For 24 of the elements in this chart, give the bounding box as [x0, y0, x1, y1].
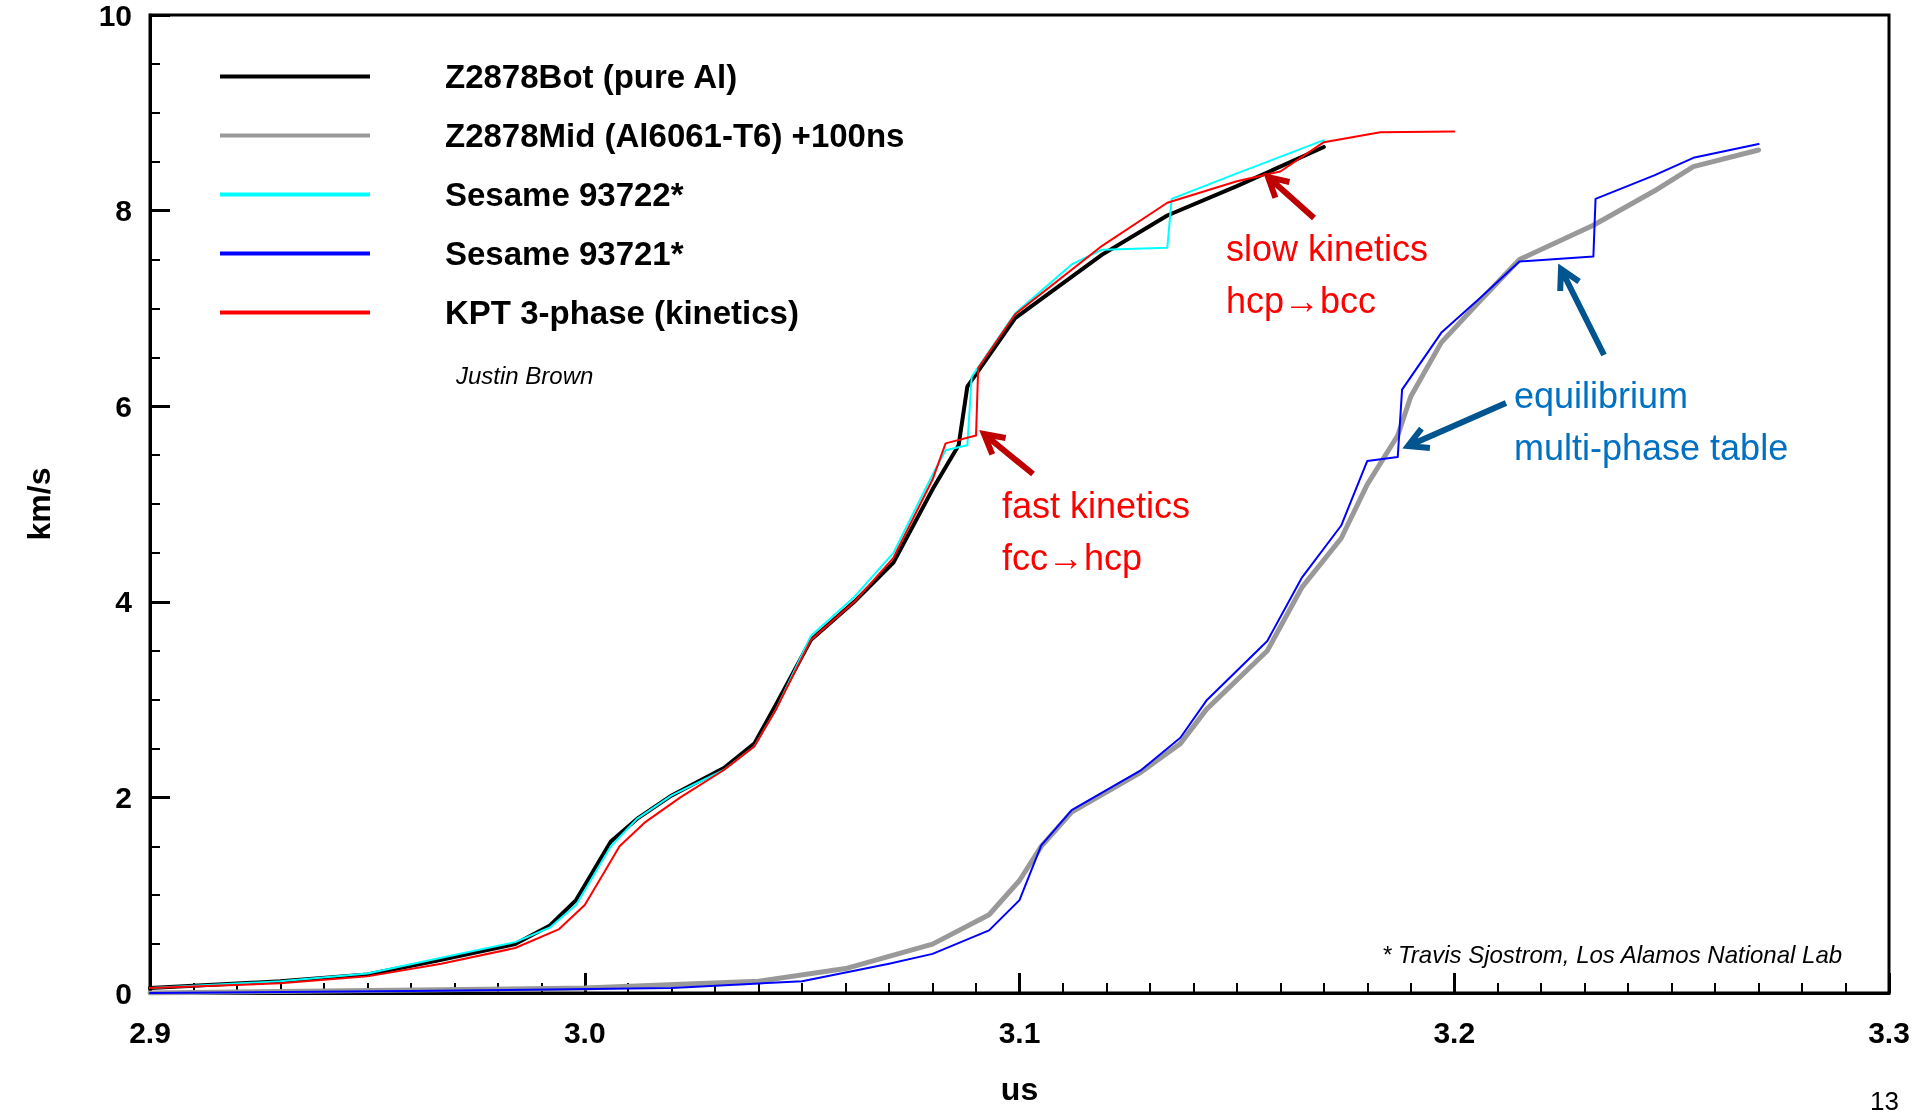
- y-tick-label: 10: [98, 0, 132, 32]
- annotation: fast kinetics fcc→hcp: [1002, 484, 1191, 578]
- annotation: * Travis Sjostrom, Los Alamos National Lab: [1381, 941, 1843, 968]
- x-tick-label: 2.9: [129, 1015, 171, 1049]
- legend-label: Sesame 93721*: [445, 235, 684, 272]
- x-tick-label: 3.0: [563, 1015, 606, 1049]
- y-tick-label: 8: [115, 194, 132, 228]
- y-axis-title: km/s: [21, 467, 57, 541]
- y-tick-label: 0: [115, 976, 132, 1010]
- legend-label: Z2878Bot (pure Al): [445, 58, 738, 95]
- legend-label: KPT 3-phase (kinetics): [445, 294, 799, 331]
- y-tick-label: 6: [115, 389, 132, 423]
- y-tick-label: 2: [115, 780, 132, 814]
- x-tick-label: 3.2: [1433, 1015, 1476, 1049]
- text: 13: [1870, 1086, 1899, 1116]
- x-tick-label: 3.3: [1868, 1015, 1910, 1049]
- x-axis-title: us: [1000, 1071, 1039, 1107]
- legend-label: Z2878Mid (Al6061-T6) +100ns: [445, 117, 905, 154]
- annotation: slow kinetics hcp→bcc: [1226, 227, 1429, 321]
- x-tick-label: 3.1: [998, 1015, 1041, 1049]
- annotation: equilibrium multi-phase table: [1514, 374, 1789, 468]
- legend-label: Sesame 93722*: [445, 176, 684, 213]
- y-tick-label: 4: [115, 585, 133, 619]
- annotation: Justin Brown: [455, 362, 594, 389]
